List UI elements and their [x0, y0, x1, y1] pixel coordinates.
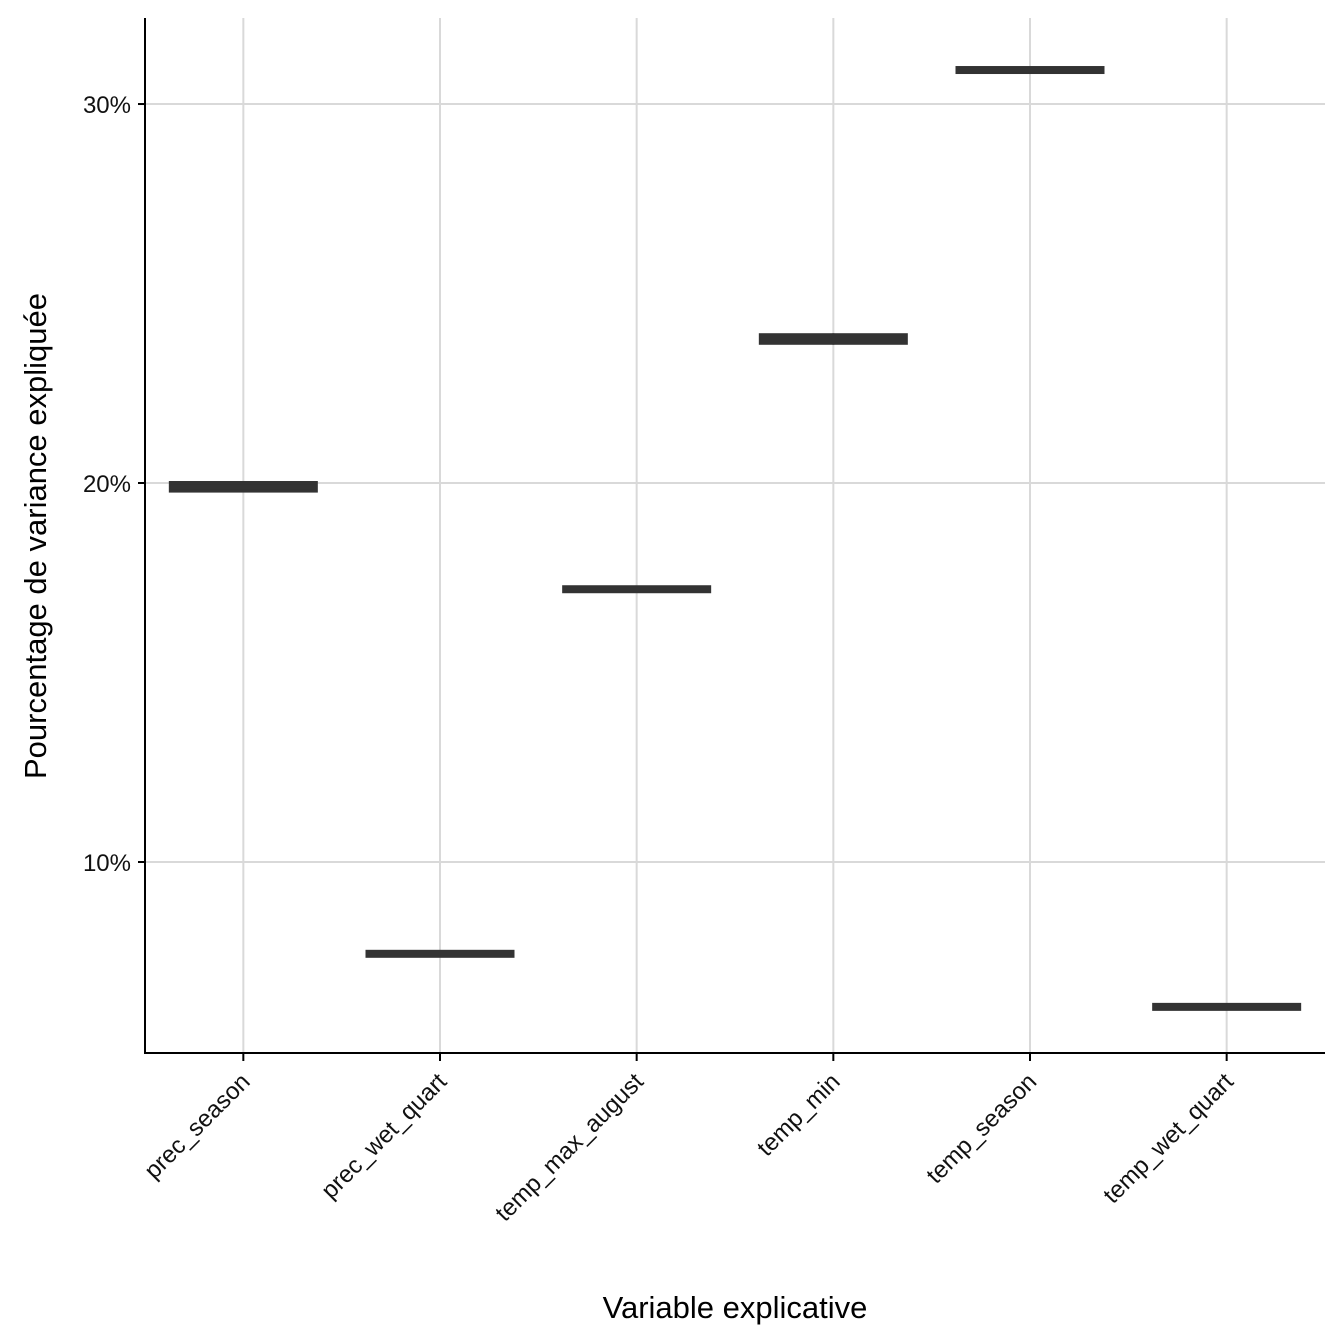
boxes	[168, 66, 1302, 1011]
y-tick-label: 10%	[83, 850, 131, 877]
grid	[145, 18, 1325, 1053]
x-tick-label: prec_wet_quart	[316, 1068, 452, 1204]
x-axis-label: Variable explicative	[603, 1290, 868, 1325]
y-axis-label: Pourcentage de variance expliquée	[18, 293, 53, 779]
x-tick-label: temp_min	[752, 1068, 846, 1162]
y-tick-label: 20%	[83, 471, 131, 498]
x-tick-label: prec_season	[139, 1068, 255, 1184]
x-tick-label: temp_season	[921, 1068, 1042, 1189]
x-ticks: prec_season prec_wet_quart temp_max_august…	[139, 1053, 1239, 1227]
y-tick-label: 30%	[83, 92, 131, 119]
x-tick-label: temp_max_august	[490, 1068, 649, 1227]
x-tick-label: temp_wet_quart	[1098, 1068, 1239, 1209]
y-ticks: 10% 20% 30%	[83, 92, 145, 877]
